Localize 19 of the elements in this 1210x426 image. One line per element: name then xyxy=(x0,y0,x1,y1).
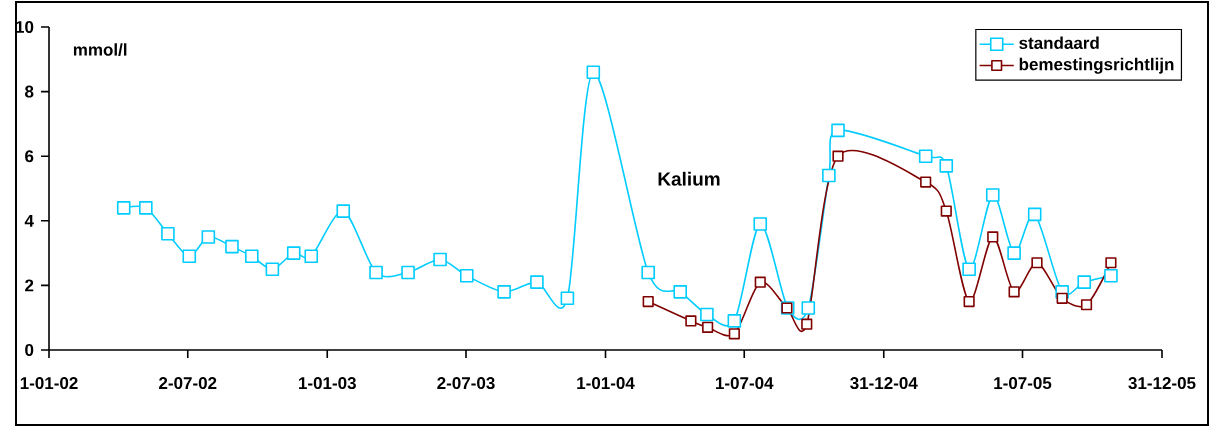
y-tick-label: 0 xyxy=(25,343,34,356)
legend-label: standaard xyxy=(1019,36,1099,49)
x-tick-label: 1-07-05 xyxy=(994,377,1052,390)
y-tick-label: 8 xyxy=(25,85,34,98)
x-tick-label: 2-07-03 xyxy=(437,377,495,390)
x-tick-label: 1-01-03 xyxy=(299,377,356,390)
annotation: Kalium xyxy=(658,171,720,186)
y-tick-label: 2 xyxy=(25,279,34,292)
y-tick-label: 10 xyxy=(16,20,34,33)
x-tick-label: 1-01-02 xyxy=(20,377,78,390)
x-tick-label: 2-07-02 xyxy=(159,377,217,390)
y-tick-label: 4 xyxy=(24,214,34,227)
y-tick-label: 6 xyxy=(25,150,34,163)
x-tick-label: 1-01-04 xyxy=(577,377,635,390)
y-axis-title: mmol/l xyxy=(73,43,127,56)
legend-label: bemestingsrichtlijn xyxy=(1019,57,1174,74)
x-tick-label: 1-07-04 xyxy=(716,377,774,390)
x-tick-label: 31-12-04 xyxy=(850,377,918,390)
x-tick-label: 31-12-05 xyxy=(1128,377,1196,390)
